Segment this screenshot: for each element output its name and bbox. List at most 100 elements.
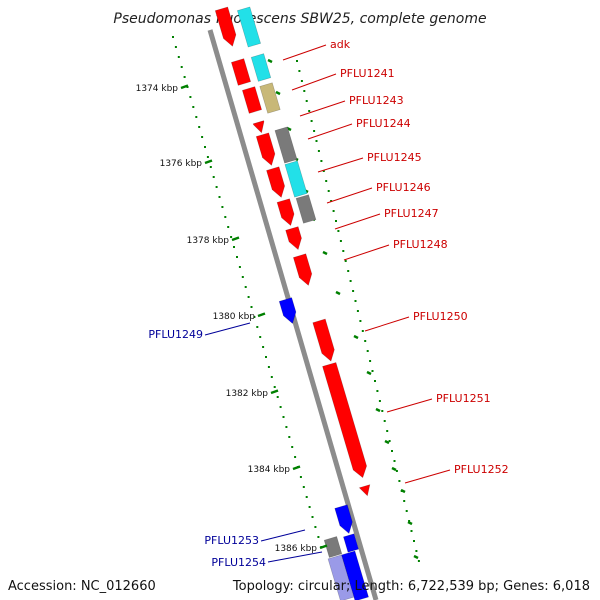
gene-pflu1247	[285, 226, 302, 251]
tick-dot	[288, 436, 291, 438]
gene-label-pflu1248[interactable]: PFLU1248	[393, 238, 448, 251]
scale-tick-mark	[231, 236, 240, 242]
tick-dot	[241, 276, 244, 278]
tick-dot	[279, 406, 282, 408]
tick-dot	[313, 130, 316, 132]
tick-dot	[267, 366, 270, 368]
tick-dot	[361, 330, 364, 332]
tick-dot	[177, 56, 180, 58]
tick-dot	[294, 456, 297, 458]
label-leader-adk	[282, 44, 327, 61]
tick-dot	[317, 536, 320, 538]
label-leader-pflu1253	[260, 529, 306, 542]
tick-dot	[195, 116, 198, 118]
tick-dot	[215, 186, 218, 188]
scale-tick-mark	[257, 312, 266, 318]
scale-tick-mark	[292, 465, 301, 471]
feature-cyan-1	[236, 6, 262, 48]
tick-dot	[265, 356, 267, 358]
tick-dot	[308, 110, 311, 112]
tick-dot	[230, 236, 233, 238]
tick-dot	[227, 226, 230, 228]
scale-tick-label-1378-kbp: 1378 kbp	[187, 236, 230, 246]
label-leader-pflu1246	[326, 187, 373, 204]
genome-stats-text: Topology: circular; Length: 6,722,539 bp…	[232, 579, 590, 594]
label-leader-pflu1250	[364, 316, 410, 332]
tick-dot	[198, 126, 201, 128]
gene-pflu1251	[322, 362, 367, 479]
tick-dot	[383, 420, 386, 422]
tick-dot	[403, 500, 406, 502]
minor-tick	[366, 370, 372, 376]
label-leader-pflu1241	[291, 73, 337, 91]
minor-tick	[407, 520, 413, 526]
tick-dot	[354, 300, 357, 302]
tick-dot	[395, 470, 398, 472]
gene-pflu1246	[276, 198, 295, 226]
tick-dot	[388, 440, 391, 442]
scale-tick-mark	[180, 84, 189, 90]
minor-tick	[384, 439, 390, 445]
tick-dot	[320, 160, 323, 162]
gene-pflu1243	[241, 86, 263, 114]
tick-dot	[244, 286, 247, 288]
gene-pflu1248	[292, 253, 313, 286]
tick-dot	[347, 270, 350, 272]
gene-label-pflu1254[interactable]: PFLU1254	[211, 556, 266, 569]
tick-dot	[391, 450, 393, 452]
gene-label-pflu1244[interactable]: PFLU1244	[356, 117, 411, 130]
scale-tick-label-1376-kbp: 1376 kbp	[160, 159, 203, 169]
tick-dot	[330, 200, 333, 202]
inner-tick-track	[172, 36, 323, 548]
gene-label-pflu1252[interactable]: PFLU1252	[454, 463, 509, 476]
tick-dot	[366, 350, 369, 352]
tick-dot	[238, 266, 241, 268]
minor-tick	[400, 488, 406, 494]
genome-title: Pseudomonas fluorescens SBW25, complete …	[113, 11, 486, 27]
gene-pflu1244	[255, 132, 276, 166]
gene-label-pflu1246[interactable]: PFLU1246	[376, 181, 431, 194]
scale-ticks: 1374 kbp 1376 kbp 1378 kbp 1380 kbp 1382 kbp…	[136, 84, 328, 554]
tick-dot	[174, 46, 177, 48]
scale-tick-label-1384-kbp: 1384 kbp	[248, 465, 291, 475]
tick-dot	[359, 320, 362, 322]
tick-dot	[393, 460, 396, 462]
gene-pflu1249	[278, 297, 297, 325]
tick-dot	[296, 60, 298, 62]
tick-dot	[256, 326, 259, 328]
gene-label-pflu1241[interactable]: PFLU1241	[340, 67, 395, 80]
scale-tick-label-1380-kbp: 1380 kbp	[213, 312, 256, 322]
gene-pflu1241	[230, 58, 252, 86]
label-leader-pflu1244	[307, 123, 353, 140]
label-leader-pflu1248	[343, 244, 390, 261]
tick-dot	[204, 146, 206, 148]
gene-label-pflu1251[interactable]: PFLU1251	[436, 392, 491, 405]
scale-tick-mark	[204, 159, 213, 165]
minor-tick	[267, 58, 273, 64]
gene-adk	[214, 6, 237, 47]
tick-dot	[410, 530, 413, 532]
tick-dot	[417, 560, 420, 562]
minor-tick	[413, 554, 419, 560]
gene-label-pflu1247[interactable]: PFLU1247	[384, 207, 439, 220]
tick-dot	[273, 386, 276, 388]
tick-dot	[371, 370, 374, 372]
minor-tick	[335, 290, 341, 296]
scale-tick-label-1386-kbp: 1386 kbp	[275, 544, 318, 554]
tick-dot	[172, 36, 174, 38]
tick-dot	[180, 66, 183, 68]
gene-pflu1250	[312, 318, 335, 362]
tick-dot	[342, 250, 345, 252]
scale-tick-mark	[319, 544, 328, 550]
gene-pflu1254-a	[343, 533, 359, 553]
gene-label-pflu1243[interactable]: PFLU1243	[349, 94, 404, 107]
gene-label-pflu1245[interactable]: PFLU1245	[367, 151, 422, 164]
gene-label-pflu1253[interactable]: PFLU1253	[204, 534, 259, 547]
tick-dot	[192, 106, 195, 108]
scale-tick-label-1374-kbp: 1374 kbp	[136, 84, 179, 94]
gene-label-pflu1249[interactable]: PFLU1249	[148, 328, 203, 341]
gene-label-pflu1250[interactable]: PFLU1250	[413, 310, 468, 323]
gene-label-adk[interactable]: adk	[330, 38, 351, 51]
tick-dot	[253, 316, 256, 318]
